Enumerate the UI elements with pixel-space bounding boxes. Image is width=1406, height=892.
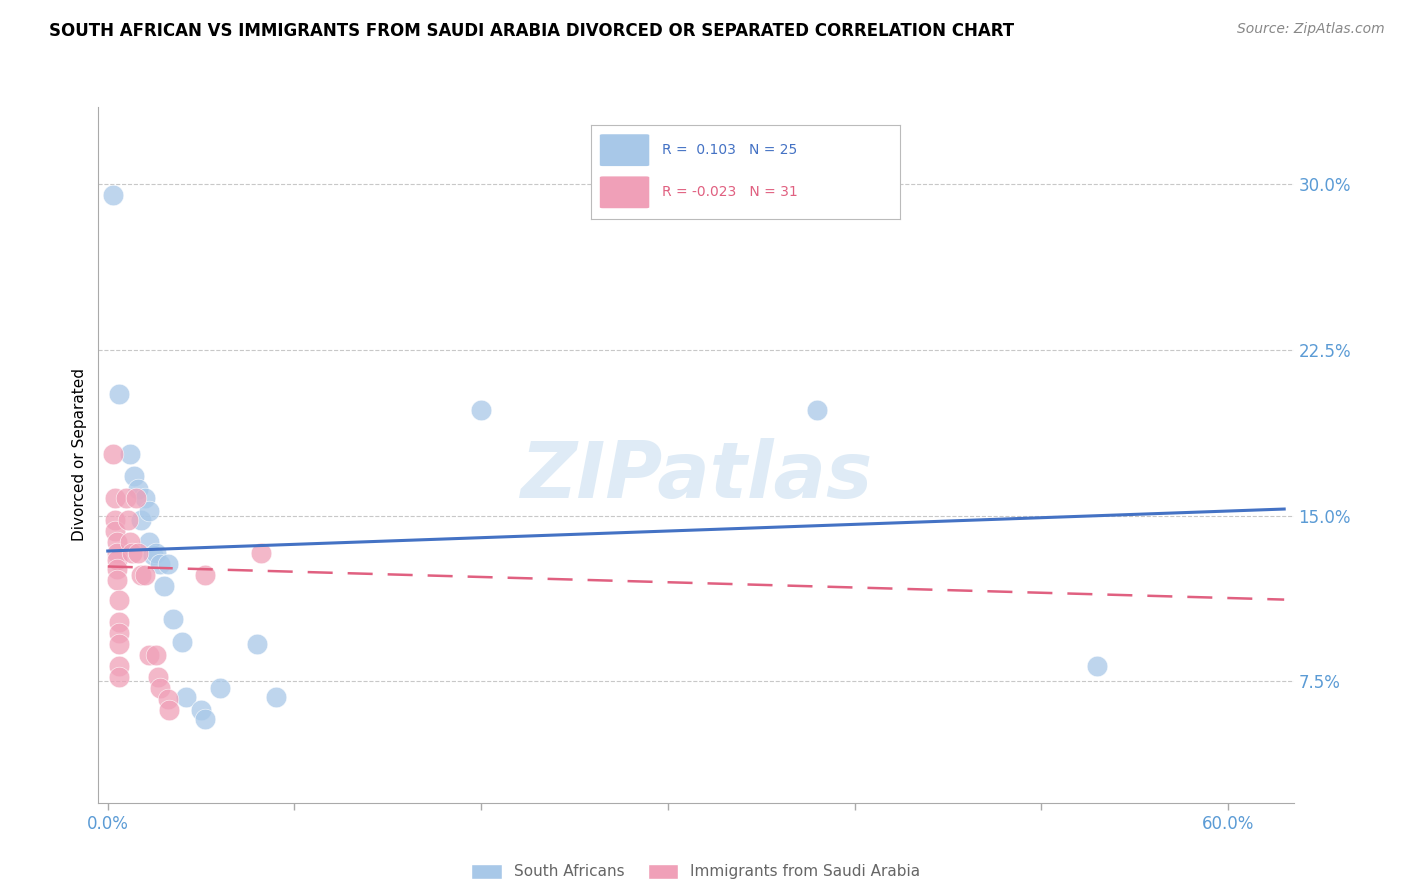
Point <box>142 549 165 563</box>
Point <box>194 712 217 726</box>
Point <box>104 513 127 527</box>
Point <box>131 568 153 582</box>
Point <box>264 690 287 704</box>
Point <box>122 469 145 483</box>
Point <box>138 535 160 549</box>
Point <box>194 568 217 582</box>
Point <box>120 535 142 549</box>
Point <box>138 648 160 662</box>
Point <box>172 634 194 648</box>
Point <box>149 558 172 572</box>
Text: Source: ZipAtlas.com: Source: ZipAtlas.com <box>1237 22 1385 37</box>
Text: ZIPatlas: ZIPatlas <box>520 438 872 514</box>
Point <box>190 703 212 717</box>
Point <box>121 546 143 560</box>
Point <box>138 504 160 518</box>
FancyBboxPatch shape <box>600 177 650 208</box>
Point <box>108 615 131 629</box>
Point <box>145 546 167 560</box>
Point <box>108 637 131 651</box>
Text: R = -0.023   N = 31: R = -0.023 N = 31 <box>662 186 797 199</box>
Point <box>1087 658 1109 673</box>
Point <box>108 670 131 684</box>
Point <box>108 387 131 401</box>
Point <box>108 592 131 607</box>
Point <box>105 546 128 560</box>
Point <box>105 573 128 587</box>
Point <box>134 568 156 582</box>
Point <box>134 491 156 505</box>
Point <box>104 491 127 505</box>
Point <box>806 402 828 417</box>
Point <box>131 513 153 527</box>
Point <box>127 546 149 560</box>
Point <box>156 692 179 706</box>
Point <box>115 491 138 505</box>
Point <box>105 562 128 576</box>
Point <box>208 681 231 695</box>
Point <box>174 690 197 704</box>
Point <box>145 648 167 662</box>
Point <box>108 658 131 673</box>
Point <box>105 535 128 549</box>
Point <box>157 703 180 717</box>
Text: SOUTH AFRICAN VS IMMIGRANTS FROM SAUDI ARABIA DIVORCED OR SEPARATED CORRELATION : SOUTH AFRICAN VS IMMIGRANTS FROM SAUDI A… <box>49 22 1014 40</box>
Legend: South Africans, Immigrants from Saudi Arabia: South Africans, Immigrants from Saudi Ar… <box>465 857 927 886</box>
Point <box>108 625 131 640</box>
Point <box>152 579 174 593</box>
Y-axis label: Divorced or Separated: Divorced or Separated <box>72 368 87 541</box>
Point <box>250 546 273 560</box>
Point <box>148 670 170 684</box>
Point <box>127 482 149 496</box>
Point <box>125 491 148 505</box>
Point <box>470 402 492 417</box>
Point <box>246 637 269 651</box>
Point <box>103 188 125 202</box>
Point <box>149 681 172 695</box>
Point <box>117 513 139 527</box>
Point <box>103 447 125 461</box>
Point <box>105 553 128 567</box>
Point <box>156 558 179 572</box>
FancyBboxPatch shape <box>600 134 650 166</box>
Point <box>104 524 127 538</box>
Point <box>162 612 184 626</box>
Text: R =  0.103   N = 25: R = 0.103 N = 25 <box>662 144 797 157</box>
Point <box>120 447 142 461</box>
